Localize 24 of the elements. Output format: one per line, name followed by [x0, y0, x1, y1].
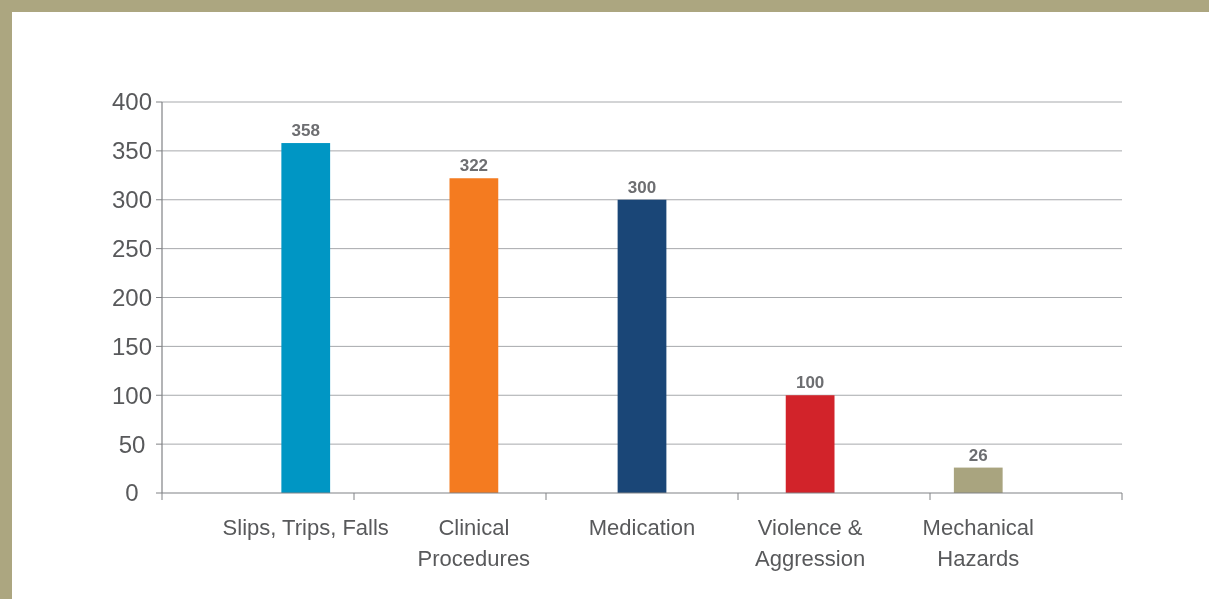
- y-tick-label: 150: [111, 332, 153, 360]
- y-tick-label: 0: [125, 479, 139, 507]
- x-tick-label: Clinical Procedures: [417, 515, 531, 571]
- bar: [281, 143, 331, 493]
- y-tick-label: 200: [111, 283, 153, 311]
- y-tick-label: 100: [111, 381, 153, 409]
- y-tick-label: 250: [111, 235, 153, 263]
- x-tick-label: Medication: [588, 515, 696, 540]
- x-tick-label: Slips, Trips, Falls: [222, 515, 389, 540]
- data-label: 358: [291, 121, 320, 141]
- data-label: 300: [627, 177, 657, 197]
- bar: [953, 467, 1003, 493]
- bar: [449, 178, 499, 493]
- x-tick-label: Mechanical Hazards: [922, 515, 1034, 571]
- y-tick-label: 50: [118, 430, 146, 458]
- data-label: 322: [459, 156, 489, 176]
- y-tick-label: 400: [111, 88, 153, 116]
- y-tick-label: 300: [111, 186, 153, 214]
- bar: [617, 199, 667, 493]
- y-tick-label: 350: [111, 137, 153, 165]
- data-label: 26: [968, 445, 988, 465]
- bar: [785, 395, 835, 493]
- data-label: 100: [795, 373, 825, 393]
- x-tick-label: Violence & Aggression: [755, 515, 866, 571]
